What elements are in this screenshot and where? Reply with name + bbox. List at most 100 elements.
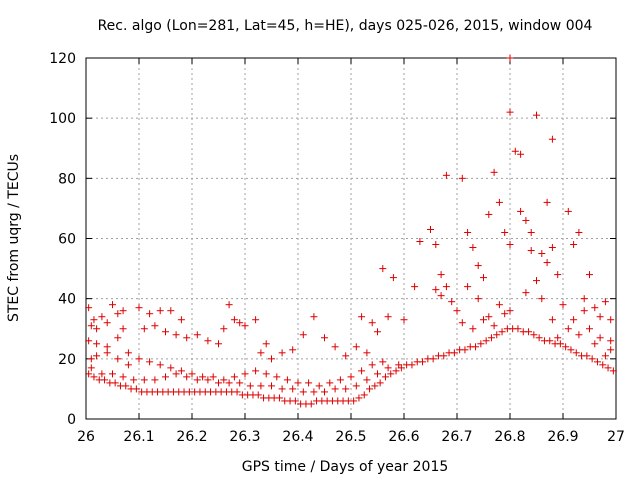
data-point bbox=[480, 274, 487, 282]
x-tick-label: 26.3 bbox=[229, 429, 260, 445]
data-point bbox=[535, 334, 543, 342]
data-point bbox=[289, 346, 297, 354]
data-point bbox=[132, 385, 140, 393]
data-point bbox=[257, 349, 265, 357]
data-point bbox=[474, 262, 482, 270]
data-point bbox=[215, 379, 222, 387]
data-point bbox=[162, 328, 169, 336]
data-point bbox=[278, 349, 286, 357]
data-point bbox=[572, 349, 580, 357]
data-point bbox=[109, 301, 116, 309]
data-point bbox=[511, 147, 519, 155]
data-point bbox=[601, 352, 609, 360]
data-point bbox=[376, 379, 384, 387]
data-point bbox=[480, 316, 487, 324]
data-point bbox=[87, 355, 95, 363]
data-point bbox=[442, 283, 450, 291]
chart-title: Rec. algo (Lon=281, Lat=45, h=HE), days … bbox=[98, 18, 593, 34]
data-point bbox=[172, 370, 180, 378]
data-point bbox=[151, 376, 159, 384]
data-point bbox=[355, 394, 363, 402]
data-point bbox=[548, 316, 556, 324]
data-point bbox=[599, 361, 607, 369]
data-point bbox=[506, 241, 514, 249]
x-tick-label: 26.9 bbox=[547, 429, 578, 445]
data-point bbox=[93, 325, 101, 333]
data-point bbox=[352, 382, 360, 390]
data-point bbox=[156, 307, 164, 315]
data-point bbox=[360, 391, 368, 399]
y-tick-label: 0 bbox=[67, 412, 76, 428]
data-point bbox=[342, 385, 350, 393]
data-point bbox=[543, 259, 551, 267]
x-tick-label: 26.5 bbox=[335, 429, 366, 445]
x-tick-label: 26.2 bbox=[176, 429, 207, 445]
x-tick-labels: 26 26.1 26.2 26.3 26.4 26.5 26.6 26.7 26.8 26.9 27 bbox=[77, 429, 625, 445]
data-point bbox=[493, 331, 501, 339]
data-point bbox=[172, 331, 180, 339]
data-point bbox=[352, 343, 360, 351]
data-point bbox=[583, 352, 591, 360]
data-point bbox=[268, 355, 275, 363]
data-point bbox=[533, 111, 540, 119]
data-point bbox=[580, 307, 588, 315]
data-point bbox=[556, 340, 564, 348]
data-point bbox=[215, 340, 222, 348]
data-point bbox=[522, 216, 530, 224]
data-point bbox=[570, 241, 578, 249]
data-point bbox=[331, 343, 339, 351]
data-point bbox=[366, 385, 374, 393]
data-point bbox=[384, 313, 392, 321]
data-point bbox=[358, 313, 366, 321]
data-point bbox=[275, 394, 283, 402]
data-point bbox=[559, 301, 567, 309]
data-point bbox=[416, 238, 424, 246]
data-point bbox=[101, 376, 109, 384]
data-point bbox=[342, 352, 350, 360]
data-point bbox=[310, 313, 318, 321]
data-point bbox=[146, 310, 154, 318]
data-point bbox=[458, 174, 466, 182]
data-point bbox=[575, 331, 583, 339]
data-point bbox=[384, 364, 392, 372]
data-point bbox=[111, 379, 119, 387]
data-point bbox=[379, 265, 387, 273]
data-point bbox=[98, 313, 106, 321]
data-point bbox=[495, 198, 503, 206]
data-point bbox=[204, 376, 212, 384]
data-point bbox=[291, 397, 299, 405]
data-point bbox=[183, 373, 191, 381]
data-point bbox=[368, 361, 376, 369]
data-point bbox=[379, 358, 387, 366]
data-point bbox=[177, 367, 185, 375]
data-point bbox=[146, 358, 154, 366]
data-point bbox=[533, 277, 540, 285]
data-point bbox=[387, 370, 395, 378]
data-point bbox=[554, 271, 562, 279]
data-point bbox=[591, 304, 599, 312]
data-point bbox=[482, 337, 490, 345]
x-tick-label: 26 bbox=[77, 429, 95, 445]
data-point bbox=[374, 370, 381, 378]
data-point bbox=[477, 340, 485, 348]
data-point bbox=[257, 382, 265, 390]
data-point bbox=[236, 379, 244, 387]
data-point bbox=[167, 364, 175, 372]
data-point bbox=[156, 361, 164, 369]
x-axis-label: GPS time / Days of year 2015 bbox=[242, 459, 449, 475]
data-point bbox=[461, 346, 469, 354]
data-point bbox=[193, 376, 201, 384]
axis-ticks bbox=[85, 57, 617, 420]
data-point bbox=[204, 337, 212, 345]
data-point bbox=[514, 325, 522, 333]
data-point bbox=[119, 373, 127, 381]
data-point bbox=[400, 316, 408, 324]
data-point bbox=[458, 319, 466, 327]
data-point bbox=[487, 334, 495, 342]
y-axis-label: STEC from uqrg / TECUs bbox=[6, 154, 22, 322]
data-point bbox=[103, 349, 111, 357]
data-point bbox=[495, 301, 503, 309]
data-point bbox=[368, 319, 376, 327]
y-tick-label: 120 bbox=[49, 51, 76, 67]
data-point bbox=[501, 310, 509, 318]
